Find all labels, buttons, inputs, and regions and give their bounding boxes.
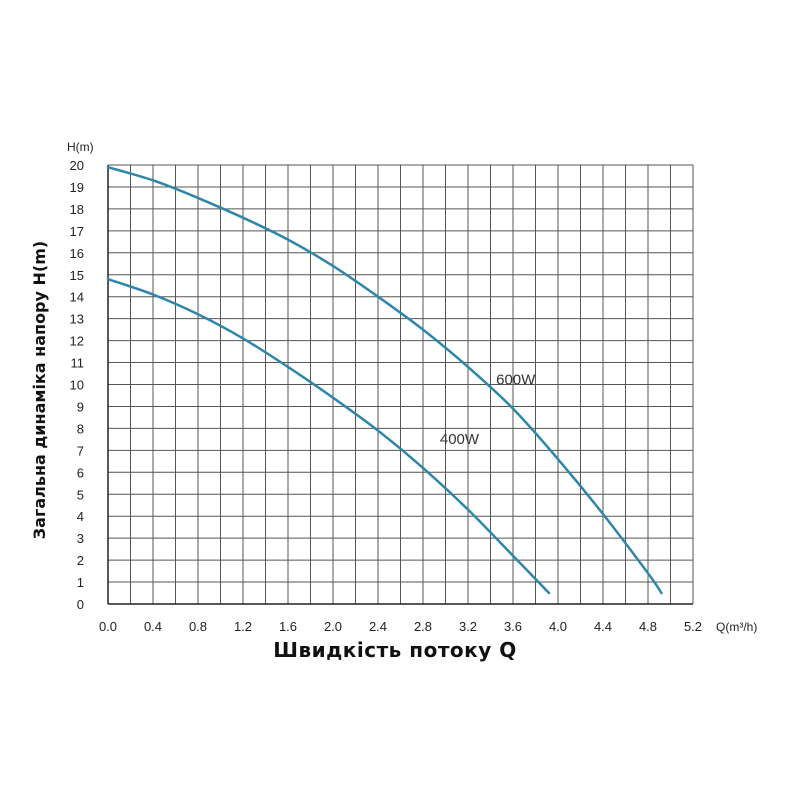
- y-tick-label: 16: [70, 246, 84, 261]
- x-tick-label: 0.4: [144, 619, 162, 634]
- y-tick-label: 20: [70, 158, 84, 173]
- x-tick-label: 4.8: [639, 619, 657, 634]
- x-tick-label: 2.8: [414, 619, 432, 634]
- y-tick-label: 3: [77, 531, 84, 546]
- y-tick-label: 0: [77, 597, 84, 612]
- chart-grid: [107, 164, 694, 605]
- x-tick-label: 0.8: [189, 619, 207, 634]
- y-tick-label: 7: [77, 443, 84, 458]
- y-tick-label: 13: [70, 312, 84, 327]
- x-tick-label: 0.0: [99, 619, 117, 634]
- y-tick-label: 9: [77, 399, 84, 414]
- y-tick-label: 15: [70, 268, 84, 283]
- y-tick-label: 5: [77, 487, 84, 502]
- series-line-600w: [106, 165, 663, 595]
- series-label-400w: 400W: [440, 431, 480, 448]
- y-tick-label: 14: [70, 290, 84, 305]
- y-tick-label: 1: [77, 575, 84, 590]
- y-tick-label: 18: [70, 202, 84, 217]
- x-tick-label: 1.6: [279, 619, 297, 634]
- x-tick-label: 1.2: [234, 619, 252, 634]
- x-tick-label: 2.0: [324, 619, 342, 634]
- y-tick-label: 11: [71, 356, 85, 371]
- x-tick-label: 5.2: [684, 619, 702, 634]
- y-tick-label: 2: [77, 553, 84, 568]
- y-unit-label: H(m): [67, 140, 94, 154]
- series-label-600w: 600W: [496, 372, 536, 389]
- x-tick-label: 3.2: [459, 619, 477, 634]
- y-tick-label: 6: [77, 465, 84, 480]
- x-unit-label: Q(m³/h): [716, 620, 757, 634]
- x-axis-title: Швидкість потоку Q: [273, 638, 516, 662]
- chart-curves: 600W 400W: [106, 165, 663, 595]
- y-tick-label: 19: [70, 180, 84, 195]
- x-tick-label: 2.4: [369, 619, 387, 634]
- x-tick-label: 3.6: [504, 619, 522, 634]
- y-tick-label: 4: [77, 509, 84, 524]
- series-line-400w: [106, 277, 551, 595]
- y-tick-label: 12: [70, 334, 84, 349]
- y-tick-label: 10: [70, 378, 84, 393]
- y-tick-label: 17: [70, 224, 84, 239]
- y-tick-label: 8: [77, 421, 84, 436]
- x-tick-label: 4.4: [594, 619, 612, 634]
- x-tick-labels: 0.0 0.4 0.8 1.2 1.6 2.0 2.4 2.8 3.2 3.6 4.0 4.4 4.8 5…: [99, 619, 702, 634]
- x-tick-label: 4.0: [549, 619, 567, 634]
- y-axis-title: Загальна динаміка напору H(m): [30, 241, 49, 539]
